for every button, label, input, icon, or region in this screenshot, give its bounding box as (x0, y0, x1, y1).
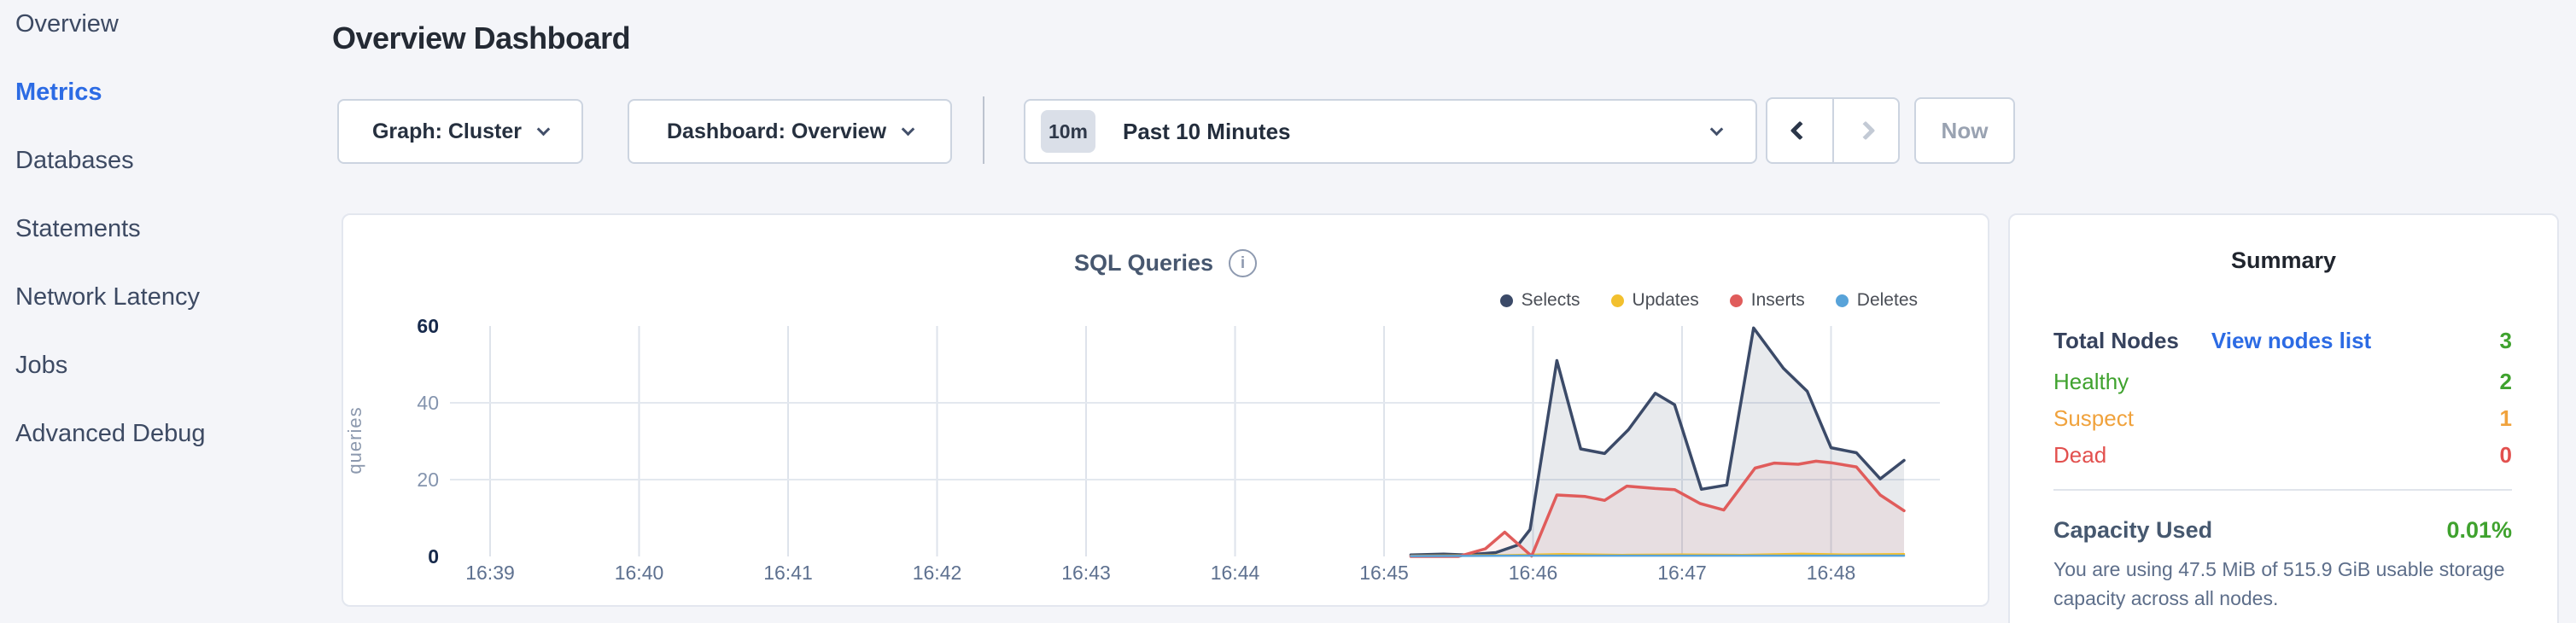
summary-title: Summary (2230, 247, 2337, 273)
time-range-badge: 10m (1041, 110, 1095, 153)
x-tick-label: 16:47 (1657, 562, 1707, 584)
graph-dropdown-label: Graph: Cluster (371, 119, 523, 143)
sidebar-item-metrics[interactable]: Metrics (15, 79, 102, 106)
legend-label: Inserts (1750, 290, 1805, 310)
series-selects-area (1411, 328, 1904, 556)
legend-dot-icon (1610, 294, 1624, 307)
capacity-row: Capacity Used 0.01% (2053, 515, 2512, 544)
chevron-down-icon (901, 122, 915, 136)
time-step-forward-button[interactable] (1831, 99, 1899, 162)
summary-panel: Summary Total Nodes View nodes list 3 He… (2008, 213, 2559, 623)
series-inserts-line (1409, 459, 1906, 558)
legend-label: Updates (1632, 290, 1699, 310)
capacity-used-label: Capacity Used (2053, 516, 2213, 543)
time-step-back-button[interactable] (1767, 99, 1832, 162)
total-nodes-value: 3 (2499, 327, 2512, 353)
legend-dot-icon (1729, 294, 1743, 307)
sidebar-item-advanced-debug[interactable]: Advanced Debug (15, 420, 206, 447)
x-tick-label: 16:43 (1061, 562, 1111, 584)
x-tick-label: 16:46 (1508, 562, 1558, 584)
dashboard-dropdown[interactable]: Dashboard: Overview (628, 99, 952, 164)
x-tick-label: 16:39 (465, 562, 515, 584)
info-icon[interactable]: i (1229, 249, 1258, 277)
health-label: Dead (2053, 441, 2107, 468)
total-nodes-row: Total Nodes View nodes list 3 (2053, 326, 2512, 355)
legend-item-inserts[interactable]: Inserts (1729, 290, 1805, 311)
health-row-suspect: Suspect 1 (2053, 404, 2512, 433)
y-tick-label: 20 (417, 469, 439, 491)
time-range-label: Past 10 Minutes (1123, 118, 1291, 144)
chevron-down-icon (1709, 122, 1724, 136)
page-title: Overview Dashboard (332, 20, 631, 55)
y-tick-label: 0 (428, 545, 439, 568)
graph-dropdown[interactable]: Graph: Cluster (337, 99, 583, 164)
now-button[interactable]: Now (1914, 97, 2015, 164)
legend-label: Selects (1521, 290, 1580, 310)
sidebar-item-overview[interactable]: Overview (15, 10, 119, 38)
legend-dot-icon (1835, 294, 1849, 307)
chevron-right-icon (1855, 120, 1876, 141)
sidebar-item-jobs[interactable]: Jobs (15, 352, 68, 379)
time-step-buttons (1766, 97, 1900, 164)
legend-label: Deletes (1856, 290, 1918, 310)
y-axis-title: queries (344, 406, 365, 475)
x-tick-label: 16:48 (1806, 562, 1856, 584)
legend-item-selects[interactable]: Selects (1499, 290, 1580, 311)
series-inserts-area (1411, 461, 1904, 556)
health-row-dead: Dead 0 (2053, 440, 2512, 469)
capacity-used-value: 0.01% (2446, 516, 2512, 543)
summary-divider (2053, 489, 2512, 491)
health-value: 1 (2499, 405, 2512, 431)
sidebar-nav: Overview Metrics Databases Statements Networ… (15, 7, 306, 485)
x-tick-label: 16:42 (912, 562, 962, 584)
y-tick-label: 40 (417, 392, 439, 414)
health-value: 2 (2499, 368, 2512, 394)
view-nodes-list-link[interactable]: View nodes list (2211, 327, 2372, 353)
dashboard-dropdown-label: Dashboard: Overview (666, 119, 887, 143)
sql-queries-plot (450, 326, 1940, 558)
x-tick-label: 16:41 (763, 562, 813, 584)
chart-title: SQL Queries (1073, 250, 1214, 276)
chevron-left-icon (1790, 120, 1810, 141)
total-nodes-label: Total Nodes (2053, 327, 2179, 353)
legend-dot-icon (1499, 294, 1513, 307)
chart-legend: Selects Updates Inserts Deletes (1499, 290, 1918, 311)
health-row-healthy: Healthy 2 (2053, 367, 2512, 396)
x-tick-label: 16:45 (1359, 562, 1409, 584)
x-tick-label: 16:44 (1210, 562, 1260, 584)
sidebar-item-network-latency[interactable]: Network Latency (15, 283, 200, 311)
sidebar-item-databases[interactable]: Databases (15, 147, 134, 174)
sidebar-item-statements[interactable]: Statements (15, 215, 141, 242)
series-selects-line (1409, 326, 1906, 556)
y-tick-label: 60 (417, 315, 439, 337)
capacity-description: You are using 47.5 MiB of 515.9 GiB usab… (2053, 558, 2505, 609)
time-range-dropdown[interactable]: 10m Past 10 Minutes (1024, 99, 1757, 164)
chevron-down-icon (536, 122, 551, 136)
x-tick-label: 16:40 (614, 562, 664, 584)
health-label: Suspect (2053, 405, 2134, 431)
legend-item-updates[interactable]: Updates (1610, 290, 1699, 311)
controls-divider (983, 96, 984, 164)
sql-queries-chart-card: SQL Queries i Selects Updates Inserts Delet… (342, 213, 1989, 607)
legend-item-deletes[interactable]: Deletes (1835, 290, 1918, 311)
health-value: 0 (2499, 441, 2512, 468)
health-label: Healthy (2053, 368, 2129, 394)
